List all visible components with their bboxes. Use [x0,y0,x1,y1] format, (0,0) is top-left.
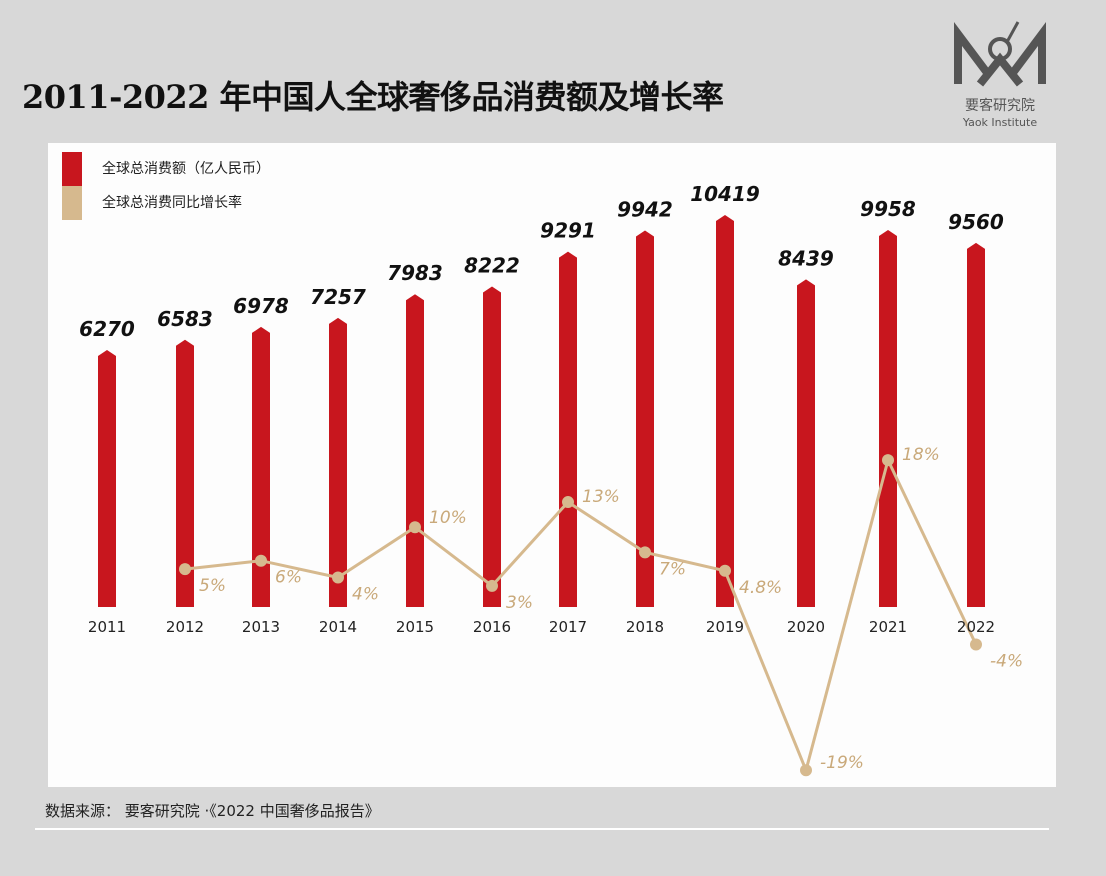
growth-label-2018: 7% [659,559,686,579]
bar-value-label-2015: 7983 [387,261,443,285]
source-note: 数据来源： 要客研究院 ·《2022 中国奢侈品报告》 [45,802,380,820]
growth-label-2022: -4% [990,652,1023,672]
bar-value-label-2013: 6978 [233,294,289,318]
bar-2015 [406,294,424,607]
legend-swatch-line [62,186,82,220]
x-tick-label-2016: 2016 [473,618,511,636]
growth-point-2014 [332,571,344,584]
growth-rate-line [184,455,978,775]
legend-swatch-bar [62,152,82,186]
bar-value-label-2018: 9942 [617,197,673,221]
bar-value-label-2021: 9958 [860,197,916,221]
bar-2021 [879,229,897,607]
growth-point-2015 [409,521,421,534]
x-tick-label-2022: 2022 [957,618,995,636]
bar-2020 [797,279,815,607]
growth-point-2018 [639,546,651,559]
bar-value-label-2017: 9291 [540,219,596,243]
bar-value-label-2014: 7257 [310,285,366,309]
bar-value-label-2020: 8439 [778,246,834,270]
x-tick-label-2013: 2013 [242,618,280,636]
bar-2011 [98,349,116,607]
x-tick-label-2015: 2015 [396,618,434,636]
growth-point-2017 [562,496,574,509]
divider [35,828,1049,830]
bar-value-label-2016: 8222 [464,253,520,277]
growth-point-2019 [719,564,731,577]
growth-point-2016 [486,579,498,592]
growth-label-2015: 10% [429,508,467,528]
logo-name: 要客研究院 [965,97,1035,114]
growth-point-2022 [970,638,982,651]
bar-2013 [252,326,270,607]
chart-title: 2011-2022 年中国人全球奢侈品消费额及增长率 [22,78,724,116]
bar-value-label-2012: 6583 [157,307,213,331]
x-tick-label-2011: 2011 [88,618,126,636]
bar-2019 [716,214,734,607]
growth-label-2019: 4.8% [739,578,782,598]
bar-value-label-2022: 9560 [948,210,1004,234]
growth-label-2016: 3% [506,593,533,613]
bar-2012 [176,339,194,607]
legend-label-line: 全球总消费同比增长率 [102,194,242,211]
yaok-logo: 要客研究院 Yaok Institute [950,14,1050,129]
growth-label-2012: 5% [199,576,226,596]
x-tick-label-2012: 2012 [166,618,204,636]
x-tick-label-2020: 2020 [787,618,825,636]
chart: 全球总消费额（亿人民币） 全球总消费同比增长率 6270 2011 6583 2012… [62,152,1023,777]
logo-sub: Yaok Institute [962,116,1037,129]
bar-2016 [483,286,501,607]
bar-value-label-2019: 10419 [690,182,760,206]
growth-label-2014: 4% [352,584,379,604]
chart-panel: 全球总消费额（亿人民币） 全球总消费同比增长率 6270 2011 6583 2012… [48,143,1056,787]
bar-2018 [636,230,654,608]
legend-label-bar: 全球总消费额（亿人民币） [102,160,270,177]
x-tick-label-2021: 2021 [869,618,907,636]
growth-label-2017: 13% [582,487,620,507]
growth-label-2013: 6% [275,568,302,588]
growth-label-2020: -19% [820,753,864,773]
bar-2017 [559,251,577,607]
growth-point-2020 [800,764,812,777]
bar-2022 [967,242,985,607]
growth-point-2021 [882,454,894,467]
bar-value-label-2011: 6270 [79,317,135,341]
growth-label-2021: 18% [902,445,940,465]
x-tick-label-2018: 2018 [626,618,664,636]
x-tick-label-2019: 2019 [706,618,744,636]
x-tick-label-2017: 2017 [549,618,587,636]
bar-2014 [329,317,347,607]
growth-point-2013 [255,554,267,567]
x-tick-label-2014: 2014 [319,618,357,636]
growth-point-2012 [179,563,191,576]
